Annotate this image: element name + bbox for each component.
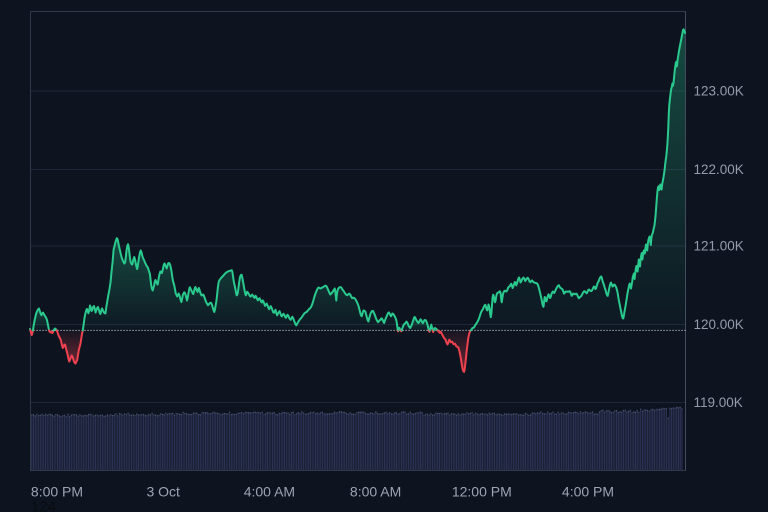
svg-text:4:00 AM: 4:00 AM — [244, 484, 295, 500]
svg-text:8:00 AM: 8:00 AM — [350, 484, 401, 500]
svg-text:4:00 PM: 4:00 PM — [562, 484, 614, 500]
svg-text:119.00K: 119.00K — [694, 395, 743, 410]
svg-text:122.00K: 122.00K — [694, 162, 744, 177]
svg-text:124: 124 — [31, 499, 56, 512]
svg-text:123.00K: 123.00K — [694, 84, 744, 99]
svg-text:121.00K: 121.00K — [694, 239, 744, 254]
svg-text:120.00K: 120.00K — [694, 317, 744, 332]
svg-text:8:00 PM: 8:00 PM — [31, 484, 83, 500]
svg-text:3 Oct: 3 Oct — [146, 484, 180, 500]
svg-text:12:00 PM: 12:00 PM — [452, 484, 512, 500]
